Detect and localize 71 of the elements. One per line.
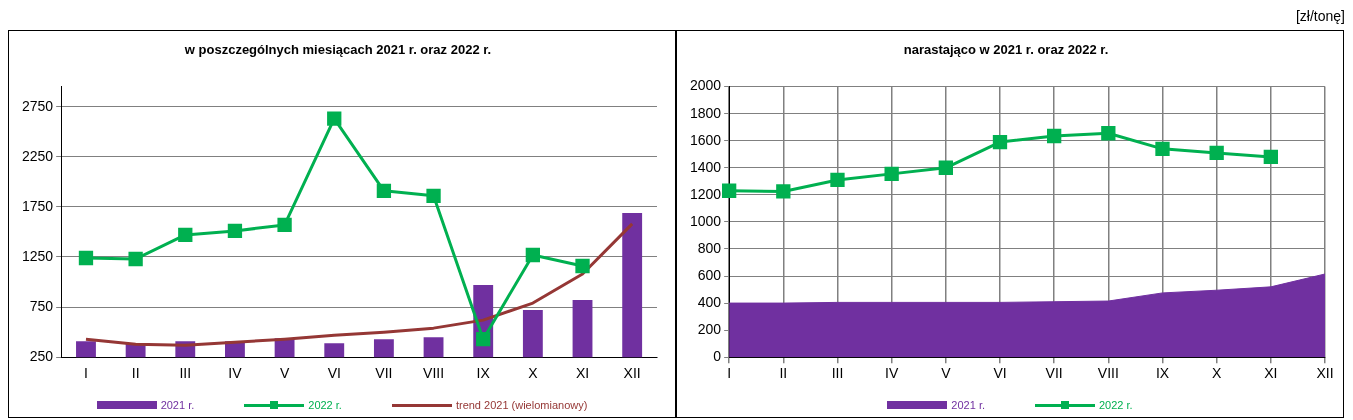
x-tick-label: IX [1155,365,1170,382]
x-tick-label: V [279,365,290,382]
x-tick-label: XII [1316,365,1334,382]
y-tick-label: 1250 [21,247,54,264]
x-tick-label: VII [1045,365,1063,382]
x-tick-label: XI [575,365,590,382]
x-tick-label: VIII [1097,365,1119,382]
x-tick-label: I [727,365,732,382]
point [776,184,791,199]
point [327,111,342,126]
x-tick-label: XII [623,365,641,382]
y-tick-label: 400 [697,293,722,310]
y-tick-label: 750 [29,297,54,314]
point [1047,128,1062,144]
y-tick-label: 2250 [21,147,54,164]
point [178,227,193,243]
point [1155,141,1170,156]
y-tick-label: 250 [29,348,54,365]
x-tick-label: VII [375,365,393,382]
y-tick-label: 1400 [689,158,722,175]
point [830,172,845,188]
point [1101,126,1116,141]
point [426,188,441,203]
x-tick-label: II [779,365,788,382]
x-tick-label: I [84,365,88,382]
point [525,247,541,263]
x-tick-label: IX [476,365,491,382]
point [1263,149,1278,165]
x-tick-label: VI [327,365,341,382]
point [78,250,94,266]
chart-title: narastająco w 2021 r. oraz 2022 r. [903,42,1109,58]
point [128,251,143,267]
y-tick-label: 1750 [21,197,54,214]
y-tick-label: 600 [697,266,722,283]
y-tick-label: 1600 [689,131,722,148]
point [476,332,491,347]
x-tick-label: III [831,365,844,382]
x-tick-label: X [1211,365,1222,382]
x-tick-label: IV [228,365,243,382]
x-tick-label: VI [993,365,1007,382]
point [376,183,392,198]
text: [zł/tonę] [1295,8,1345,26]
point [721,183,737,198]
y-tick-label: 2750 [21,97,54,114]
point [575,258,590,274]
chart-title: w poszczególnych miesiącach 2021 r. oraz 2022 r. [183,42,492,58]
text: 2022 r. [308,399,342,411]
point [277,217,292,233]
x-tick-label: V [941,365,952,382]
text: 2021 r. [951,399,985,411]
y-tick-label: 1000 [689,212,722,229]
x-tick-label: II [131,365,140,382]
y-tick-label: 0 [713,348,722,365]
y-tick-label: 200 [697,321,722,337]
x-tick-label: IV [885,365,899,382]
y-tick-label: 800 [697,239,722,256]
text: 2022 r. [1099,399,1133,411]
y-tick-label: 1200 [689,185,722,202]
x-tick-label: VIII [423,365,445,382]
y-tick-label: 1800 [689,104,722,121]
y-tick-label: 2000 [689,77,722,94]
text: trend 2021 (wielomianowy) [455,399,588,411]
point [884,166,899,182]
point [227,223,243,239]
point [992,134,1008,150]
x-tick-label: III [179,365,192,382]
x-tick-label: X [528,365,539,382]
series-label: 2021 r. [160,399,195,411]
point [1209,145,1224,161]
point [938,160,953,175]
x-tick-label: XI [1264,365,1278,382]
